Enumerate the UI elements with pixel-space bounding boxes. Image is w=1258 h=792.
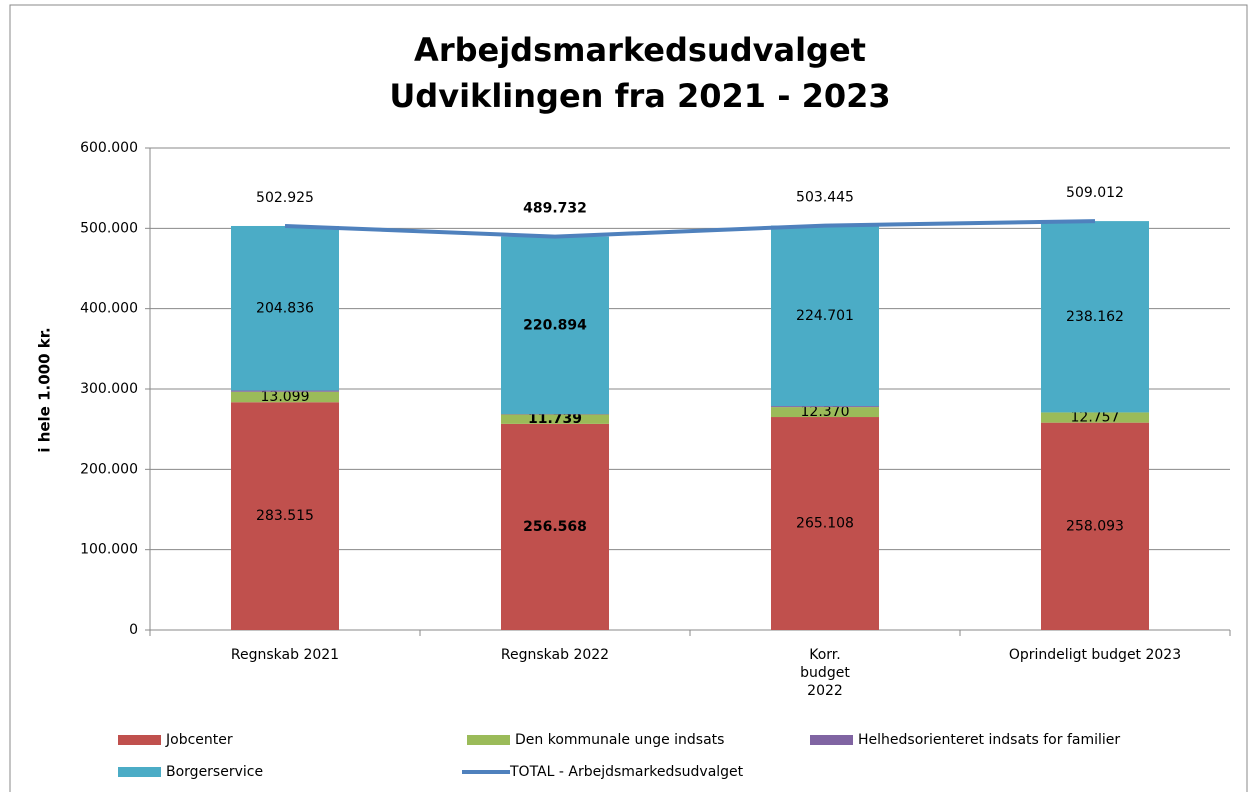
chart-title: Udviklingen fra 2021 - 2023 [389, 77, 890, 115]
legend-swatch [118, 735, 161, 745]
bar-segment [1041, 412, 1149, 423]
chart-border [9, 4, 1248, 792]
legend-swatch [118, 767, 161, 777]
y-tick-label: 300.000 [80, 381, 138, 397]
y-tick-label: 0 [129, 622, 138, 638]
bar-segment [771, 225, 879, 407]
x-tick-label: Regnskab 2021 [230, 647, 340, 663]
bar-segment [501, 423, 609, 630]
bar-segment [501, 414, 609, 424]
data-label: 204.836 [256, 300, 314, 316]
data-label: 489.732 [523, 201, 587, 217]
bar-segment [1041, 422, 1149, 630]
data-label: 220.894 [523, 317, 587, 333]
data-label: 258.093 [1066, 518, 1124, 534]
legend-label: Helhedsorienteret indsats for familier [858, 732, 1120, 748]
bar-segment [501, 236, 609, 415]
legend-label: Den kommunale unge indsats [515, 732, 724, 748]
data-label: 283.515 [256, 508, 314, 524]
data-label: 502.925 [256, 190, 314, 206]
data-label: 12.757 [1071, 410, 1120, 426]
bar-segment [1041, 221, 1149, 413]
y-tick-label: 400.000 [80, 301, 138, 317]
data-label: 238.162 [1066, 309, 1124, 325]
y-tick-label: 600.000 [80, 140, 138, 156]
bar-segment [231, 390, 339, 392]
legend-swatch [810, 735, 853, 745]
data-label: 256.568 [523, 519, 587, 535]
legend-label: Borgerservice [166, 764, 263, 780]
data-label: 503.445 [796, 190, 854, 206]
y-tick-label: 500.000 [80, 220, 138, 236]
bar-segment [231, 391, 339, 403]
bar-segment [231, 402, 339, 630]
data-label: 509.012 [1066, 185, 1124, 201]
x-tick-label: Korr. budget 2022 [800, 647, 850, 699]
legend-swatch [467, 735, 510, 745]
x-tick-label: Regnskab 2022 [500, 647, 610, 663]
chart-title: Arbejdsmarkedsudvalget [414, 31, 866, 69]
data-label: 13.099 [261, 389, 310, 405]
bar-segment [771, 407, 879, 418]
bar-segment [771, 406, 879, 408]
bar-segment [771, 417, 879, 630]
bar-segment [231, 225, 339, 391]
data-label: 265.108 [796, 516, 854, 532]
y-tick-label: 100.000 [80, 542, 138, 558]
x-tick-label: Oprindeligt budget 2023 [1008, 647, 1182, 663]
legend-label: Jobcenter [165, 732, 233, 748]
data-label: 224.701 [796, 308, 854, 324]
data-label: 11.739 [528, 411, 582, 427]
data-label: 12.370 [801, 404, 850, 420]
total-line [284, 219, 1096, 239]
legend-label: TOTAL - Arbejdsmarkedsudvalget [509, 764, 744, 780]
y-axis-label: i hele 1.000 kr. [36, 327, 54, 452]
y-tick-label: 200.000 [80, 461, 138, 477]
